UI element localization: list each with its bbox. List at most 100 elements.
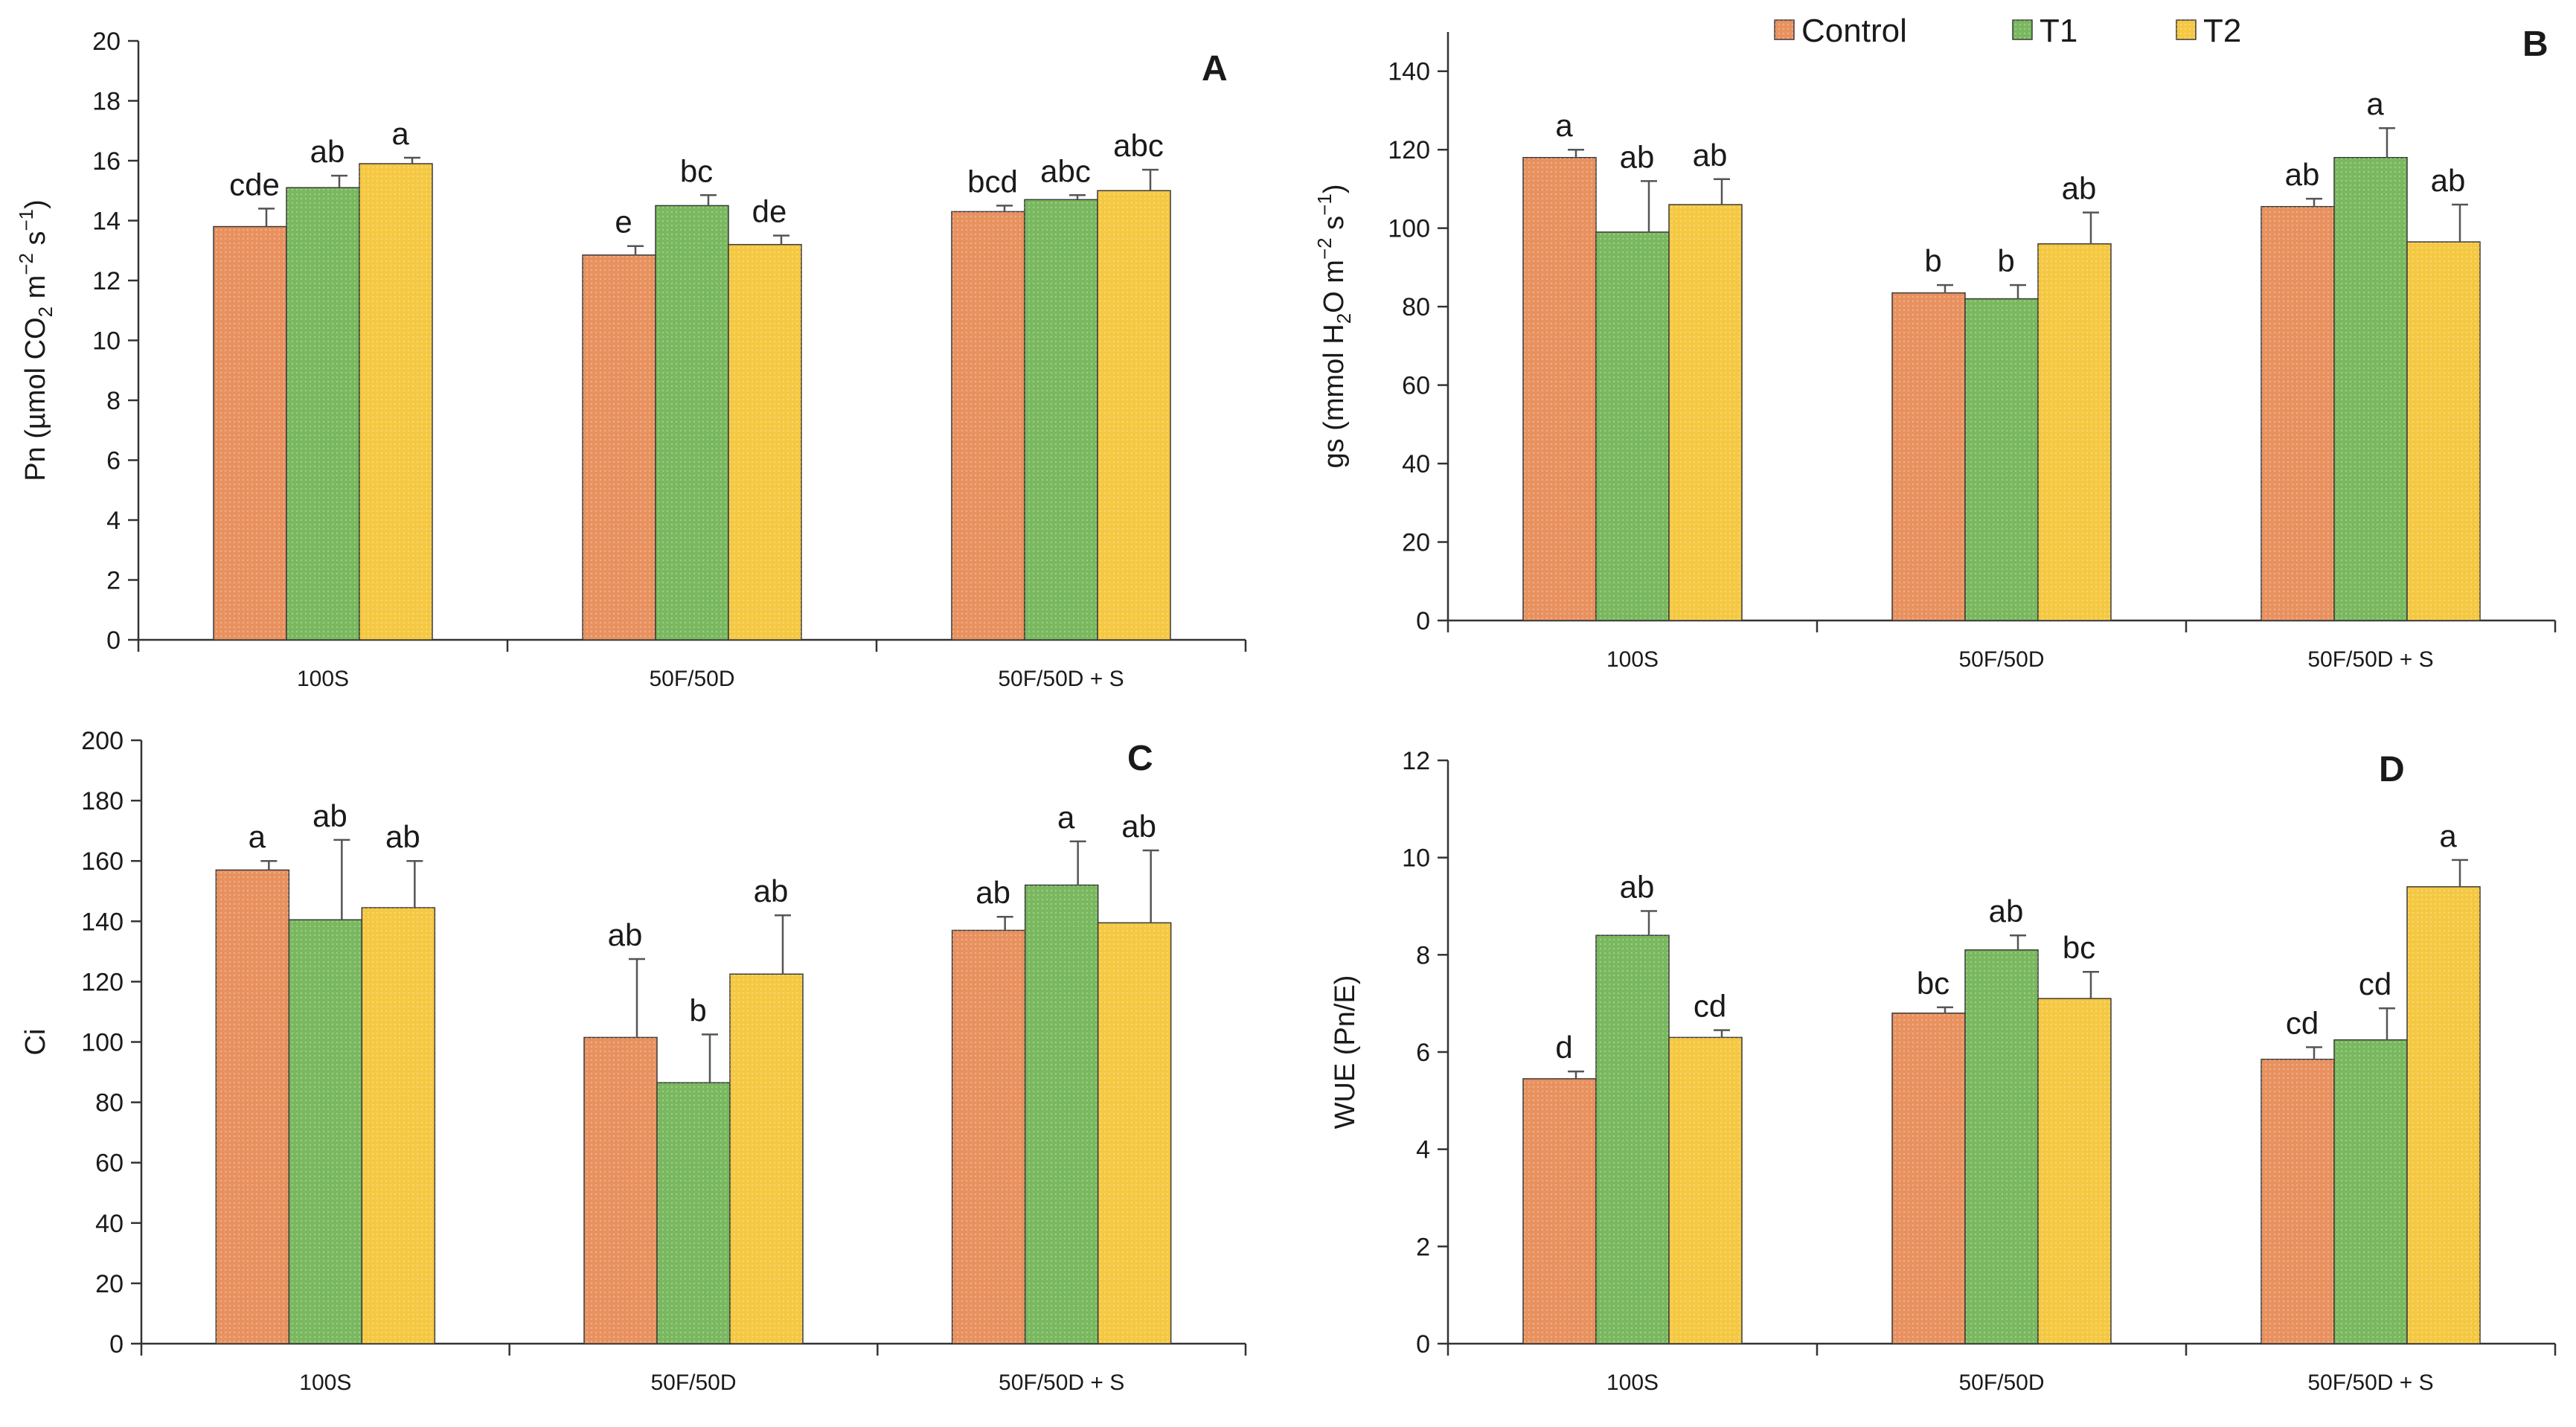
- bar-texture: [1965, 298, 2038, 620]
- y-tick-label: 4: [1416, 1136, 1430, 1164]
- significance-label: bcd: [967, 164, 1018, 199]
- x-tick-label: 50F/50D + S: [998, 667, 1124, 691]
- y-tick-label: 2: [1416, 1233, 1430, 1261]
- significance-label: ab: [608, 917, 643, 952]
- legend-swatch-texture: [2013, 20, 2032, 39]
- significance-label: cd: [2359, 966, 2391, 1001]
- y-tick-label: 200: [81, 727, 124, 755]
- significance-label: ab: [2431, 163, 2466, 198]
- significance-label: ab: [1989, 894, 2024, 929]
- significance-label: de: [752, 194, 787, 229]
- y-tick-label: 80: [95, 1089, 124, 1117]
- legend-label-t2: T2: [2203, 13, 2241, 49]
- bar-texture: [730, 974, 803, 1344]
- y-tick-label: 6: [106, 447, 121, 475]
- significance-label: cd: [2286, 1005, 2319, 1040]
- panel-label: A: [1202, 49, 1228, 89]
- bar-texture: [2261, 1059, 2334, 1344]
- y-tick-label: 100: [81, 1029, 124, 1057]
- bar-texture: [2038, 998, 2111, 1344]
- x-tick-label: 50F/50D: [1958, 647, 2044, 672]
- significance-label: d: [1555, 1030, 1572, 1065]
- y-tick-label: 4: [106, 507, 121, 535]
- y-tick-label: 120: [81, 968, 124, 996]
- legend-swatch-texture: [2176, 20, 2196, 39]
- y-tick-label: 40: [1402, 450, 1430, 478]
- bar-texture: [1596, 231, 1669, 620]
- significance-label: cd: [1694, 989, 1726, 1024]
- bar-texture: [656, 205, 728, 640]
- y-tick-label: 0: [1416, 1330, 1430, 1359]
- y-axis-label: WUE (Pn/E): [1330, 975, 1361, 1129]
- panel-label: B: [2522, 25, 2548, 64]
- y-tick-label: 140: [1388, 58, 1430, 86]
- bar-texture: [657, 1083, 730, 1344]
- bar-texture: [214, 226, 286, 640]
- significance-label: b: [1997, 243, 2014, 278]
- y-axis-label: Ci: [20, 1029, 51, 1056]
- significance-label: a: [1057, 800, 1075, 835]
- y-tick-label: 0: [106, 626, 121, 655]
- panel-c: 0 20 40 60 80 100 120 140 160 180 200 100S 50F/50D 50…: [20, 727, 1247, 1395]
- significance-label: bc: [2063, 930, 2095, 965]
- x-tick-label: 100S: [1606, 1370, 1659, 1395]
- bar-texture: [2334, 1039, 2407, 1344]
- y-tick-label: 20: [92, 28, 121, 56]
- y-tick-label: 12: [1402, 747, 1430, 775]
- x-tick-label: 50F/50D: [649, 667, 734, 691]
- bar-texture: [1596, 935, 1669, 1344]
- significance-label: a: [1555, 108, 1573, 143]
- bar-texture: [1523, 157, 1596, 620]
- legend-label-control: Control: [1801, 13, 1907, 49]
- significance-label: e: [615, 205, 632, 240]
- bar-texture: [2038, 243, 2111, 620]
- bar-texture: [2407, 242, 2480, 620]
- bar-texture: [2334, 157, 2407, 620]
- y-axis-label: gs (mmol H2O m−2 s−1): [1313, 184, 1355, 468]
- y-tick-label: 140: [81, 908, 124, 936]
- y-tick-label: 12: [92, 267, 121, 295]
- x-tick-label: 100S: [1606, 647, 1659, 672]
- bar-texture: [216, 870, 289, 1344]
- y-tick-label: 20: [95, 1270, 124, 1298]
- significance-label: ab: [2062, 171, 2097, 206]
- x-tick-label: 50F/50D + S: [2307, 1370, 2433, 1395]
- significance-label: a: [2366, 86, 2384, 121]
- bar-texture: [286, 187, 359, 641]
- x-tick-label: 50F/50D: [1958, 1370, 2044, 1395]
- bar-texture: [289, 920, 362, 1344]
- y-tick-label: 160: [81, 847, 124, 876]
- bar-texture: [1523, 1078, 1596, 1344]
- y-tick-label: 2: [106, 567, 121, 595]
- bar-texture: [1098, 190, 1170, 640]
- significance-label: ab: [975, 875, 1010, 910]
- panel-label: D: [2379, 750, 2405, 789]
- y-tick-label: 0: [109, 1330, 124, 1359]
- y-tick-label: 40: [95, 1210, 124, 1238]
- x-tick-label: 50F/50D + S: [2307, 647, 2433, 672]
- significance-label: ab: [754, 873, 789, 908]
- x-tick-label: 50F/50D + S: [999, 1370, 1124, 1395]
- significance-label: ab: [313, 798, 347, 833]
- significance-label: a: [391, 116, 409, 151]
- y-tick-label: 16: [92, 147, 121, 176]
- bar-texture: [952, 930, 1025, 1344]
- y-tick-label: 10: [1402, 844, 1430, 873]
- y-tick-label: 8: [1416, 941, 1430, 969]
- y-tick-label: 120: [1388, 136, 1430, 164]
- significance-label: abc: [1040, 153, 1091, 188]
- bar-texture: [362, 908, 435, 1344]
- bar-texture: [1669, 1037, 1742, 1344]
- y-axis-label: Pn (µmol CO2 m−2 s−1): [15, 199, 57, 481]
- significance-label: bc: [1917, 966, 1949, 1001]
- y-tick-label: 80: [1402, 293, 1430, 321]
- significance-label: b: [1924, 243, 1941, 278]
- bar-texture: [1892, 292, 1965, 620]
- bar-texture: [2261, 206, 2334, 620]
- bar-texture: [1669, 205, 1742, 620]
- x-tick-label: 50F/50D: [650, 1370, 736, 1395]
- bar-texture: [1025, 885, 1098, 1344]
- y-tick-label: 100: [1388, 215, 1430, 243]
- x-tick-label: 100S: [299, 1370, 351, 1395]
- significance-label: ab: [2285, 157, 2320, 192]
